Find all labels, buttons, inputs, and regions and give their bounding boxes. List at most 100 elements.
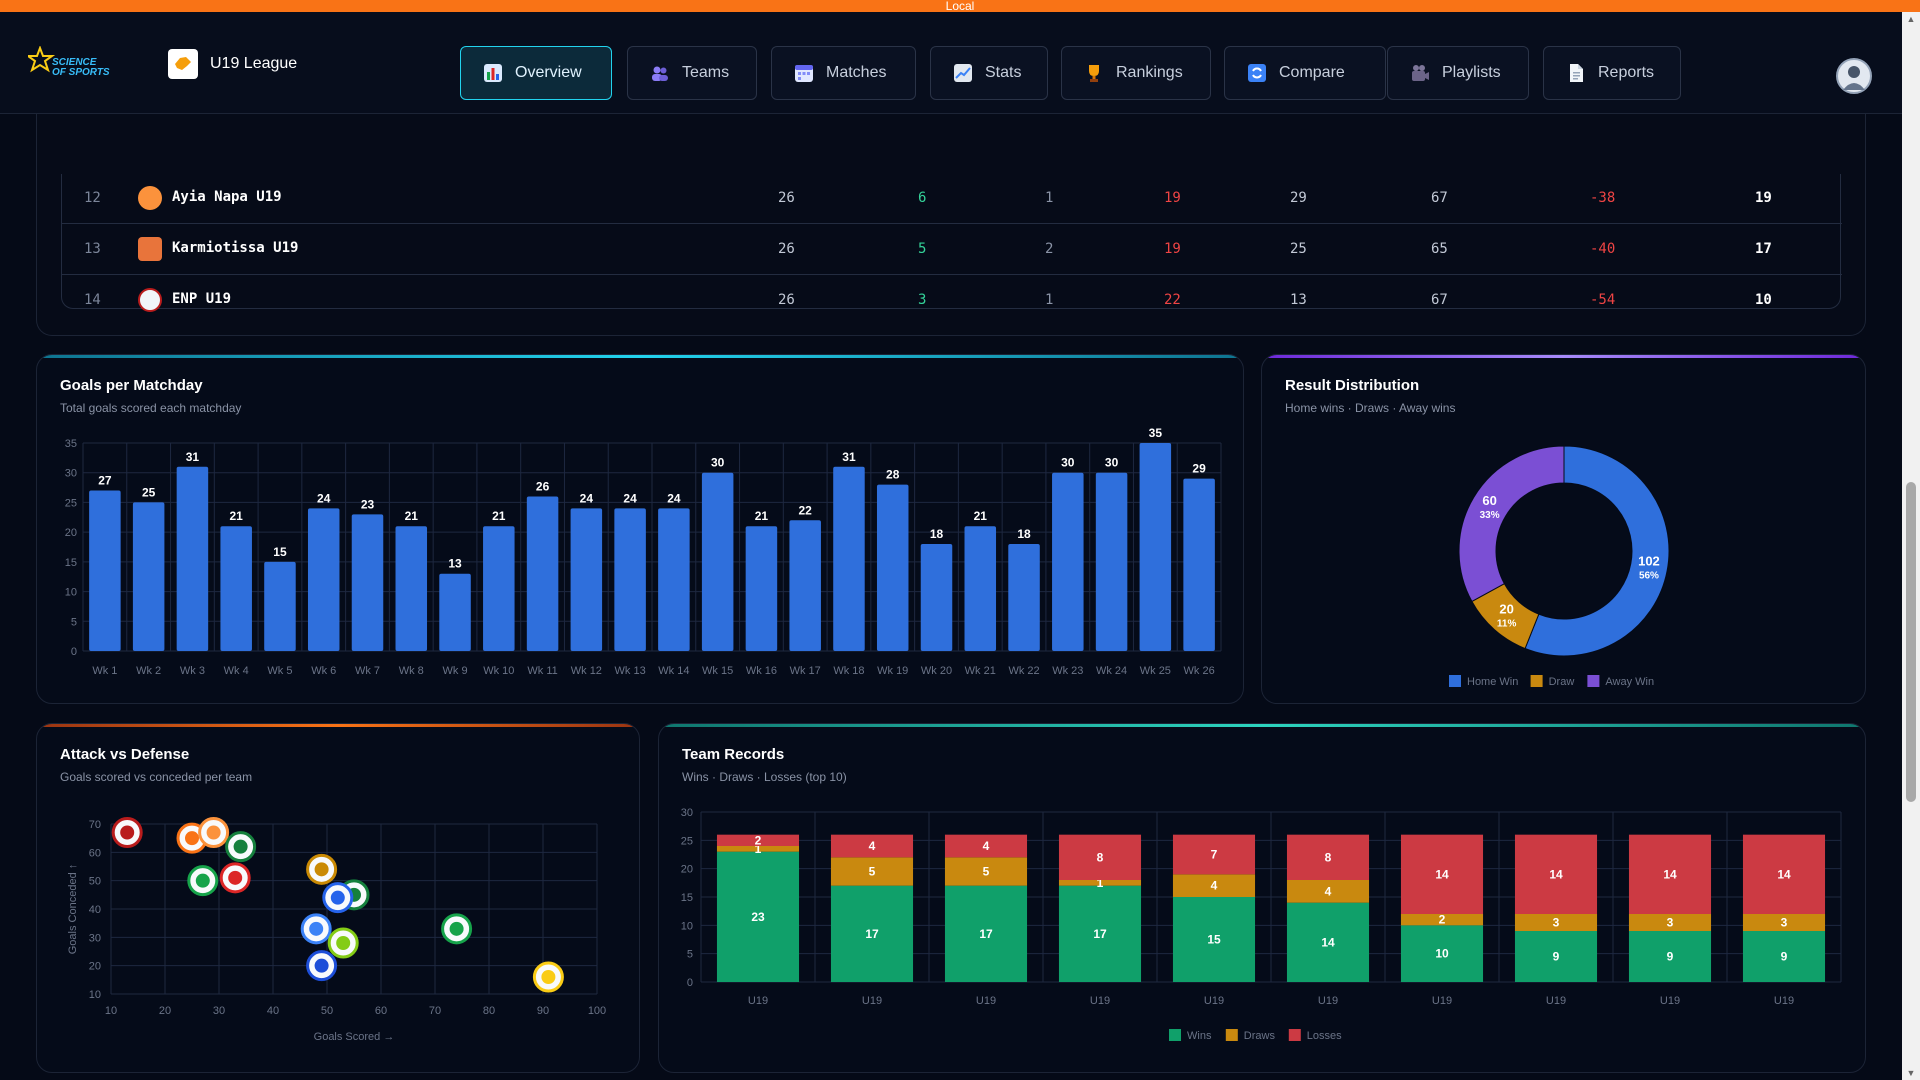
- x-tick-label: U19: [1090, 995, 1110, 1007]
- y-axis-label: Goals Conceded ↑: [67, 864, 79, 955]
- stacked-bar-segment: [1514, 931, 1598, 982]
- tab-stats-label: Stats: [985, 64, 1022, 81]
- scroll-up-arrow-icon[interactable]: ▲: [1906, 14, 1916, 24]
- data-label: 24: [667, 491, 681, 505]
- position-cell: 14: [84, 292, 101, 308]
- stacked-bar-segment: [830, 885, 914, 982]
- data-label: 30: [1105, 456, 1119, 470]
- tab-compare[interactable]: Compare: [1224, 46, 1386, 100]
- bar: [264, 561, 296, 651]
- segment-label: 5: [869, 865, 876, 879]
- standings-table: 12 Ayia Napa U19 26 6 1 19 29 67 -38 19 …: [61, 174, 1842, 312]
- x-tick-label: 40: [267, 1005, 279, 1017]
- losses-cell: 19: [1164, 190, 1181, 206]
- draws-cell: 2: [1045, 241, 1054, 257]
- tab-overview[interactable]: Overview: [460, 46, 612, 100]
- star-icon: [28, 46, 56, 73]
- x-tick-label: Wk 16: [746, 665, 777, 677]
- bar: [614, 508, 646, 651]
- stacked-bar-segment: [1742, 931, 1826, 982]
- y-tick-label: 20: [89, 961, 101, 973]
- x-tick-label: U19: [748, 995, 768, 1007]
- team-name[interactable]: Ayia Napa U19: [172, 189, 282, 205]
- bar: [483, 526, 515, 651]
- team-crest-center: [330, 890, 345, 905]
- legend-label: Wins: [1187, 1030, 1212, 1042]
- segment-label: 14: [1663, 867, 1677, 881]
- x-tick-label: Wk 7: [355, 665, 380, 677]
- table-row[interactable]: 14 ENP U19 26 3 1 22 13 67 -54 10: [62, 276, 1842, 326]
- y-tick-label: 20: [681, 864, 693, 876]
- top-navigation-bar: SCIENCE OF SPORTS U19 League Overview Te…: [0, 12, 1902, 114]
- wins-cell: 3: [918, 292, 927, 308]
- stacked-bar-segment: [716, 846, 800, 852]
- position-cell: 13: [84, 241, 101, 257]
- scrollbar-thumb[interactable]: [1906, 482, 1916, 802]
- team-records-card: Team Records Wins · Draws · Losses (top …: [658, 723, 1866, 1073]
- user-icon: [1843, 66, 1865, 90]
- tab-reports[interactable]: Reports: [1543, 46, 1681, 100]
- legend-label: Draws: [1244, 1030, 1276, 1042]
- scroll-down-arrow-icon[interactable]: ▼: [1906, 1068, 1916, 1078]
- x-tick-label: U19: [1432, 995, 1452, 1007]
- y-tick-label: 30: [89, 932, 101, 944]
- x-tick-label: Wk 1: [92, 665, 117, 677]
- bar: [89, 490, 121, 651]
- team-crest-center: [233, 839, 248, 854]
- science-of-sports-logo[interactable]: SCIENCE OF SPORTS: [28, 46, 110, 86]
- data-label: 15: [273, 545, 287, 559]
- segment-label: 10: [1435, 947, 1449, 961]
- y-tick-label: 30: [65, 468, 77, 480]
- bar: [220, 526, 252, 651]
- legend-label: Draw: [1549, 676, 1575, 688]
- league-selector[interactable]: U19 League: [168, 49, 297, 79]
- played-cell: 26: [778, 241, 795, 257]
- slice-value-label: 102: [1638, 553, 1660, 568]
- y-tick-label: 60: [89, 847, 101, 859]
- chart-icon: [484, 64, 502, 82]
- table-row[interactable]: 13 Karmiotissa U19 26 5 2 19 25 65 -40 1…: [62, 225, 1842, 275]
- tab-stats[interactable]: Stats: [930, 46, 1048, 100]
- y-tick-label: 50: [89, 876, 101, 888]
- x-tick-label: Wk 22: [1008, 665, 1039, 677]
- played-cell: 26: [778, 292, 795, 308]
- tab-teams[interactable]: Teams: [627, 46, 757, 100]
- tab-rankings[interactable]: Rankings: [1061, 46, 1211, 100]
- x-tick-label: Wk 3: [180, 665, 205, 677]
- x-tick-label: Wk 6: [311, 665, 336, 677]
- user-avatar[interactable]: [1836, 58, 1872, 94]
- stacked-bar-segment: [1628, 834, 1712, 914]
- data-label: 13: [448, 557, 462, 571]
- team-name[interactable]: ENP U19: [172, 291, 232, 307]
- data-label: 18: [930, 527, 944, 541]
- page-scrollbar[interactable]: ▲ ▼: [1902, 12, 1920, 1080]
- wins-cell: 5: [918, 241, 927, 257]
- stacked-bar-segment: [1514, 914, 1598, 931]
- bar: [526, 496, 559, 651]
- refresh-icon: [1248, 64, 1266, 82]
- result-donut-chart: 102 56% 20 11% 60 33% Home Win Draw Away Win: [1449, 445, 1670, 688]
- stacked-bar-segment: [1514, 834, 1598, 914]
- points-cell: 10: [1755, 292, 1772, 308]
- tab-playlists[interactable]: Playlists: [1387, 46, 1529, 100]
- segment-label: 23: [751, 910, 765, 924]
- bar: [439, 573, 471, 651]
- x-tick-label: 60: [375, 1005, 387, 1017]
- table-row[interactable]: 12 Ayia Napa U19 26 6 1 19 29 67 -38 19: [62, 174, 1842, 224]
- data-label: 24: [580, 491, 594, 505]
- bar: [789, 520, 821, 651]
- data-label: 24: [623, 491, 637, 505]
- goal-difference-cell: -40: [1590, 241, 1616, 257]
- legend-swatch: [1225, 1029, 1238, 1041]
- stacked-bar-segment: [944, 885, 1028, 982]
- team-name[interactable]: Karmiotissa U19: [172, 240, 299, 256]
- team-crest-center: [309, 921, 324, 936]
- points-cell: 17: [1755, 241, 1772, 257]
- tab-matches[interactable]: Matches: [771, 46, 916, 100]
- wins-cell: 6: [918, 190, 927, 206]
- result-distribution-card: Result Distribution Home wins · Draws · …: [1261, 354, 1866, 704]
- team-crest-center: [314, 862, 329, 877]
- team-records-stacked-chart: 0510152025302312U191754U191754U191718U19…: [681, 807, 1842, 1042]
- stacked-bar-segment: [944, 857, 1028, 886]
- y-tick-label: 40: [89, 904, 101, 916]
